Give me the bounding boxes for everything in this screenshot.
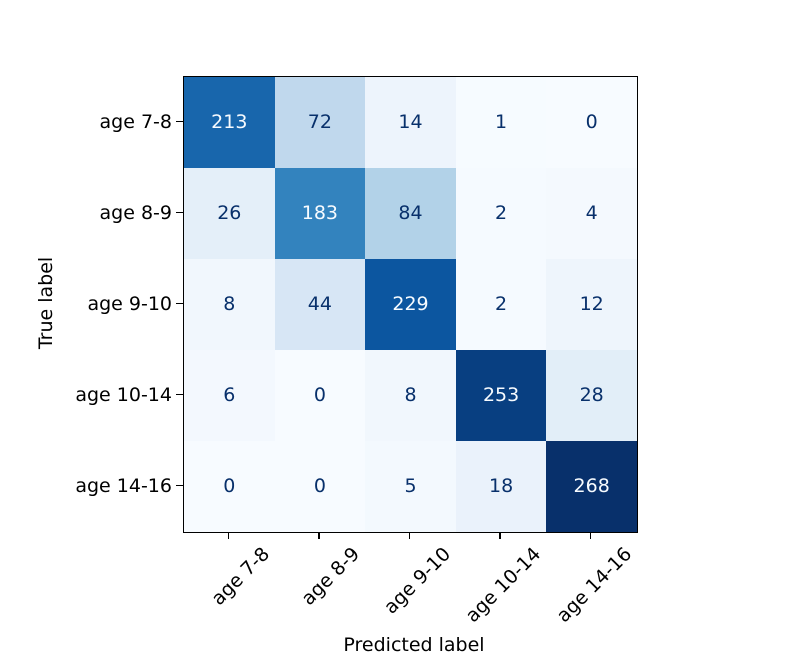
heatmap-cell: 229	[365, 259, 456, 350]
heatmap-cell: 84	[365, 168, 456, 259]
heatmap-cell: 8	[365, 350, 456, 441]
x-tick-label: age 8-9	[297, 543, 365, 610]
heatmap-cell: 0	[184, 441, 275, 532]
x-tick-mark	[499, 532, 501, 539]
x-tick-mark	[318, 532, 320, 539]
y-tick-label: age 14-16	[75, 474, 172, 497]
heatmap-cell: 8	[184, 259, 275, 350]
x-tick-label: age 9-10	[379, 543, 456, 619]
y-tick-mark	[176, 484, 183, 487]
y-tick-label: age 7-8	[99, 110, 172, 133]
heatmap-cell: 12	[546, 259, 637, 350]
y-tick-label: age 10-14	[75, 383, 172, 406]
x-tick-mark	[590, 532, 592, 539]
plot-area: 213 72 14 1 0 26 183 84 2 4 8 44 229 2 12 6 0 8 253 28 0 0 5 18…	[183, 76, 638, 533]
heatmap-cell: 1	[455, 77, 547, 168]
heatmap-cell: 14	[365, 77, 456, 168]
heatmap-cell: 268	[546, 441, 637, 532]
heatmap-cell: 213	[184, 77, 275, 168]
x-tick-mark	[408, 532, 411, 539]
heatmap-cell: 0	[546, 77, 637, 168]
heatmap-cell: 18	[455, 441, 547, 532]
heatmap-cell: 72	[274, 77, 366, 168]
y-axis-title: True label	[35, 256, 57, 350]
x-tick-mark	[227, 532, 229, 539]
heatmap-cell: 28	[546, 350, 637, 441]
x-tick-label: age 14-16	[552, 543, 637, 627]
heatmap-cell: 2	[455, 168, 547, 259]
heatmap-cell: 253	[455, 350, 547, 441]
y-tick-mark	[176, 393, 183, 396]
heatmap-cell: 0	[274, 441, 366, 532]
heatmap-cell: 44	[274, 259, 366, 350]
heatmap-cell: 2	[455, 259, 547, 350]
heatmap-cell: 6	[184, 350, 275, 441]
y-tick-label: age 9-10	[87, 292, 172, 315]
x-tick-label: age 7-8	[207, 543, 274, 610]
x-axis-title: Predicted label	[343, 634, 485, 656]
y-tick-mark	[176, 120, 183, 123]
heatmap-cell: 4	[546, 168, 637, 259]
y-tick-label: age 8-9	[99, 201, 172, 224]
y-tick-mark	[176, 211, 183, 214]
heatmap-cell: 5	[365, 441, 456, 532]
heatmap-cell: 0	[274, 350, 366, 441]
heatmap-cell: 26	[184, 168, 275, 259]
heatmap-cell: 183	[274, 168, 366, 259]
y-tick-mark	[176, 302, 183, 305]
x-tick-label: age 10-14	[461, 543, 546, 627]
